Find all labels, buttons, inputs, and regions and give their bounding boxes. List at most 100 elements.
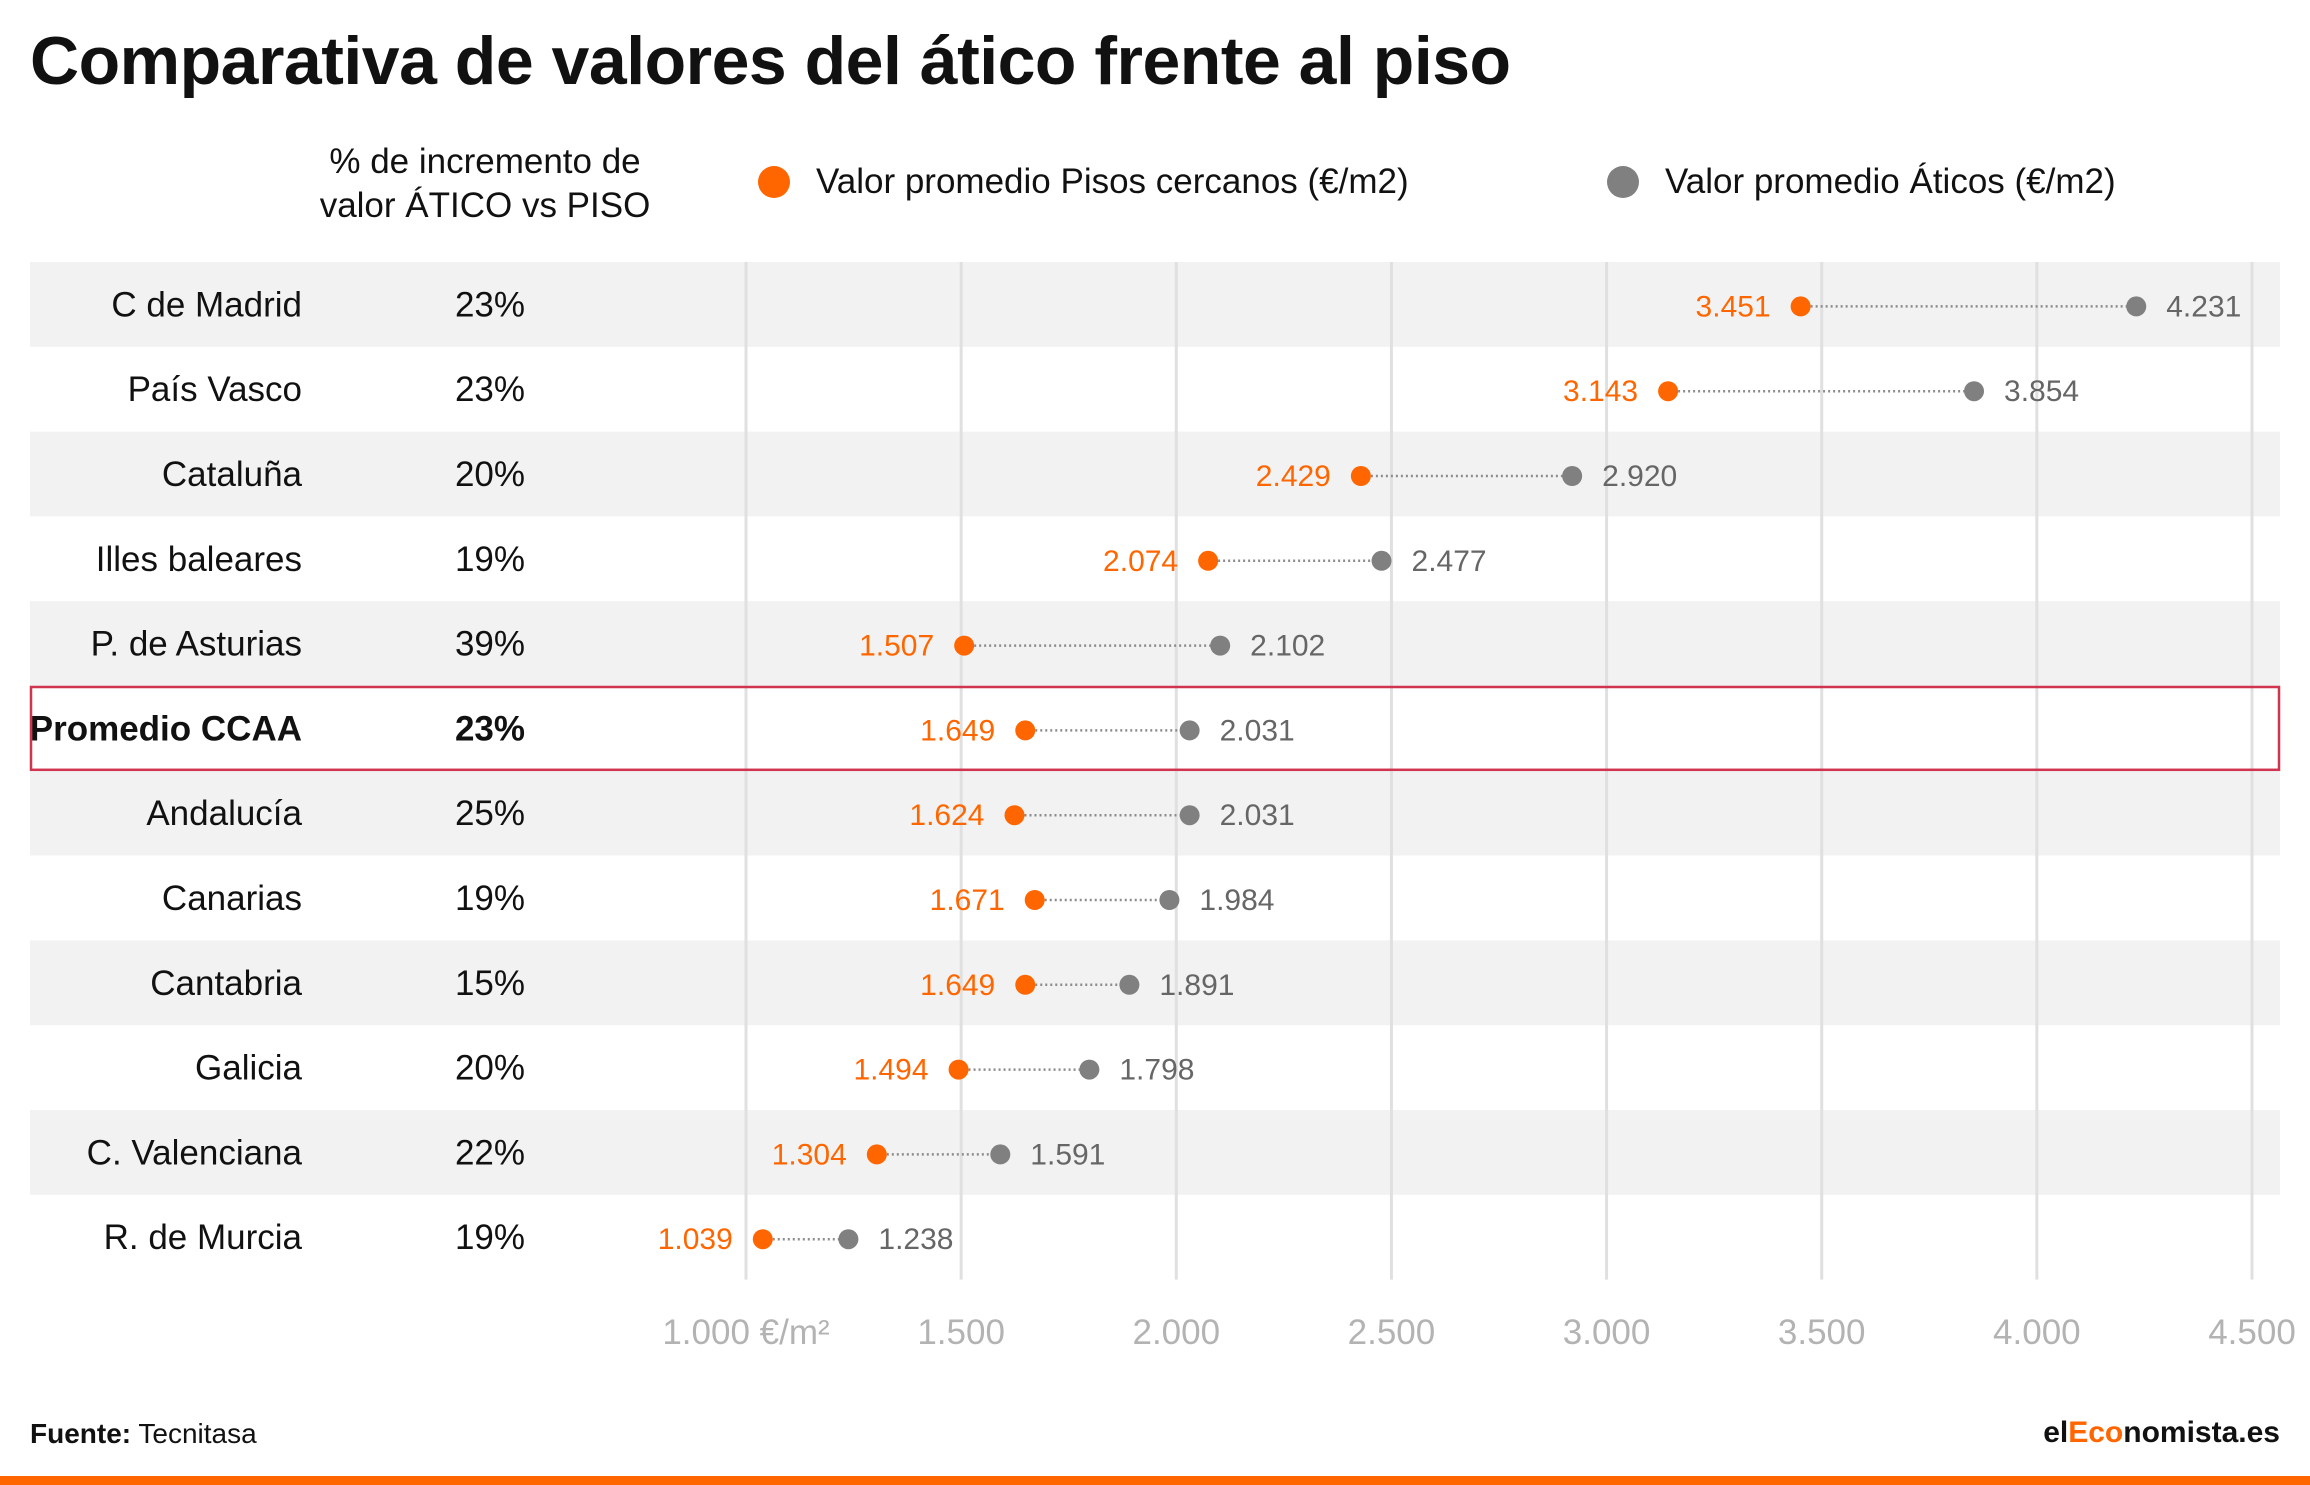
piso-value-label: 1.649: [920, 969, 995, 1002]
atico-value-label: 1.591: [1030, 1138, 1105, 1171]
piso-value-label: 1.304: [772, 1138, 847, 1171]
chart-row: Promedio CCAA 23% 1.649 2.031: [29, 685, 2281, 772]
data-marks: C de Madrid 23% 3.451 4.231 País Vasco 23% 3.1…: [29, 285, 2281, 1257]
brand-accent: Eco: [2068, 1416, 2124, 1449]
piso-dot: [1198, 550, 1219, 571]
highlight-box: [29, 685, 2281, 772]
row-background: [30, 262, 2280, 347]
region-label: Galicia: [195, 1049, 303, 1088]
atico-dot: [1562, 466, 1583, 486]
bottom-accent-bar: [0, 1476, 2310, 1485]
piso-dot: [752, 1229, 773, 1250]
pct-value: 23%: [455, 709, 525, 748]
region-label: Cantabria: [150, 964, 302, 1003]
row-backgrounds: [30, 262, 2280, 1195]
piso-dot: [1658, 381, 1679, 402]
piso-value-label: 3.451: [1696, 290, 1771, 323]
legend-label-pisos: Valor promedio Pisos cercanos (€/m2): [816, 162, 1409, 201]
atico-value-label: 2.920: [1602, 460, 1677, 493]
atico-dot: [990, 1144, 1011, 1165]
pct-header-line-1: % de incremento de: [329, 142, 641, 181]
atico-value-label: 2.031: [1220, 714, 1295, 747]
region-label: País Vasco: [128, 370, 302, 409]
piso-value-label: 1.494: [853, 1054, 928, 1087]
row-background: [30, 431, 2280, 517]
atico-dot: [1119, 974, 1140, 995]
chart-row: C. Valenciana 22% 1.304 1.591: [87, 1133, 1106, 1172]
x-tick-label: 2.000: [1132, 1313, 1220, 1352]
atico-dot: [1210, 635, 1231, 656]
pct-value: 25%: [455, 794, 525, 833]
region-label: P. de Asturias: [91, 625, 302, 664]
piso-dot: [1004, 805, 1025, 826]
atico-value-label: 1.238: [878, 1223, 953, 1256]
region-label: Andalucía: [146, 794, 302, 833]
x-tick-label: 3.000: [1563, 1313, 1651, 1352]
region-label: R. de Murcia: [104, 1218, 303, 1257]
chart-row: Andalucía 25% 1.624 2.031: [146, 794, 1294, 833]
pct-value: 20%: [455, 1049, 525, 1088]
pct-value: 20%: [455, 455, 525, 494]
atico-value-label: 2.102: [1250, 630, 1325, 663]
piso-value-label: 1.039: [658, 1223, 733, 1256]
atico-value-label: 2.477: [1412, 545, 1487, 578]
region-label: Illes baleares: [96, 540, 302, 579]
atico-dot: [1964, 381, 1985, 402]
x-tick-label: 4.500: [2208, 1313, 2296, 1352]
atico-dot: [838, 1229, 859, 1250]
pct-value: 22%: [455, 1133, 525, 1172]
pct-value: 19%: [455, 879, 525, 918]
pct-header-line-2: valor ÁTICO vs PISO: [319, 186, 651, 225]
chart-row: C de Madrid 23% 3.451 4.231: [111, 285, 2241, 324]
piso-value-label: 3.143: [1563, 375, 1638, 408]
x-tick-label: 1.000 €/m²: [662, 1313, 829, 1352]
atico-dot: [1079, 1059, 1100, 1080]
pct-value: 23%: [455, 285, 525, 324]
pct-value: 19%: [455, 540, 525, 579]
chart-title: Comparativa de valores del ático frente …: [30, 23, 1511, 99]
pct-value: 15%: [455, 964, 525, 1003]
atico-dot: [1179, 720, 1200, 741]
source-value: Tecnitasa: [138, 1418, 257, 1449]
chart-row: País Vasco 23% 3.143 3.854: [128, 370, 2080, 409]
piso-value-label: 1.507: [859, 630, 934, 663]
atico-value-label: 4.231: [2166, 290, 2241, 323]
chart-row: Canarias 19% 1.671 1.984: [162, 879, 1275, 918]
piso-dot: [1790, 296, 1811, 317]
legend-dot-pisos: [758, 166, 790, 198]
pct-value: 23%: [455, 370, 525, 409]
pct-column-header: % de incremento de valor ÁTICO vs PISO: [285, 140, 685, 228]
pct-value: 39%: [455, 625, 525, 664]
x-tick-label: 3.500: [1778, 1313, 1866, 1352]
region-label: C de Madrid: [111, 285, 302, 324]
piso-value-label: 1.624: [909, 799, 984, 832]
piso-dot: [948, 1059, 969, 1080]
atico-value-label: 1.891: [1159, 969, 1234, 1002]
piso-dot: [1015, 974, 1036, 995]
piso-dot: [1350, 466, 1371, 486]
region-label: Promedio CCAA: [30, 709, 302, 748]
region-label: Cataluña: [162, 455, 303, 494]
chart-row: R. de Murcia 19% 1.039 1.238: [104, 1218, 954, 1257]
x-tick-label: 1.500: [917, 1313, 1005, 1352]
x-tick-label: 2.500: [1348, 1313, 1436, 1352]
brand-prefix: el: [2043, 1416, 2069, 1449]
pct-value: 19%: [455, 1218, 525, 1257]
row-background: [30, 770, 2280, 856]
legend-item-pisos: Valor promedio Pisos cercanos (€/m2): [758, 162, 1409, 202]
atico-value-label: 3.854: [2004, 375, 2079, 408]
x-tick-label: 4.000: [1993, 1313, 2081, 1352]
piso-value-label: 1.649: [920, 714, 995, 747]
dumbbell-chart: 1.000 €/m² 1.500 2.000 2.500 3.000 3.500 4.000…: [29, 262, 2296, 1352]
legend-item-aticos: Valor promedio Áticos (€/m2): [1607, 162, 2116, 202]
source-label: Fuente:: [30, 1418, 132, 1449]
chart-row: Illes baleares 19% 2.074 2.477: [96, 540, 1487, 579]
row-background: [30, 1110, 2280, 1195]
source-note: Fuente: Tecnitasa: [30, 1418, 257, 1450]
atico-dot: [1179, 805, 1200, 826]
brand-suffix: nomista.es: [2123, 1416, 2280, 1449]
piso-dot: [954, 635, 975, 656]
chart-row: Galicia 20% 1.494 1.798: [195, 1049, 1194, 1088]
piso-value-label: 2.074: [1103, 545, 1178, 578]
piso-dot: [1024, 890, 1045, 910]
